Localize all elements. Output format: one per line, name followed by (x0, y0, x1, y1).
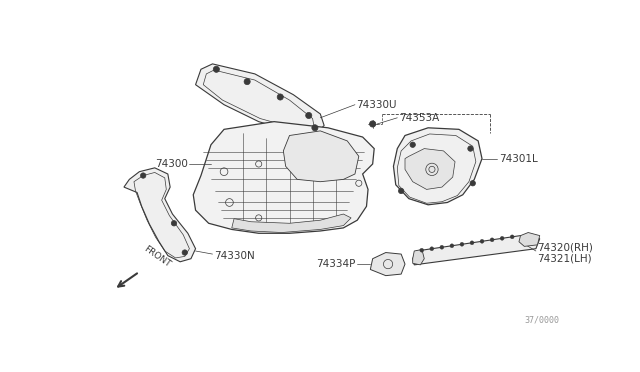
Circle shape (480, 239, 484, 243)
Circle shape (420, 248, 424, 252)
Circle shape (172, 221, 177, 226)
Text: 37/0000: 37/0000 (524, 316, 559, 325)
Polygon shape (371, 253, 405, 276)
Text: 74300: 74300 (155, 159, 188, 169)
Text: FRONT: FRONT (141, 245, 172, 269)
Polygon shape (413, 235, 540, 265)
Circle shape (213, 66, 220, 73)
Polygon shape (519, 232, 540, 246)
Text: 74330U: 74330U (356, 100, 397, 110)
Text: 74320(RH): 74320(RH) (538, 242, 593, 252)
Polygon shape (394, 128, 482, 205)
Circle shape (182, 250, 188, 255)
Circle shape (141, 173, 146, 178)
Circle shape (470, 241, 474, 245)
Polygon shape (193, 122, 374, 233)
Circle shape (430, 247, 434, 251)
Circle shape (312, 125, 318, 131)
Circle shape (510, 235, 514, 239)
Text: 74330N: 74330N (214, 251, 255, 262)
Circle shape (306, 112, 312, 119)
Circle shape (490, 238, 494, 242)
Polygon shape (413, 250, 424, 265)
Circle shape (399, 188, 404, 194)
Text: 74334P: 74334P (316, 259, 356, 269)
Text: 74353A: 74353A (399, 113, 439, 123)
Circle shape (500, 236, 504, 240)
Text: 74301L: 74301L (499, 154, 538, 164)
Circle shape (277, 94, 284, 100)
Circle shape (450, 244, 454, 248)
Circle shape (470, 180, 476, 186)
Polygon shape (124, 168, 196, 262)
Polygon shape (284, 131, 359, 182)
Text: 74321(LH): 74321(LH) (538, 254, 592, 264)
Polygon shape (196, 64, 324, 135)
Circle shape (460, 242, 464, 246)
Circle shape (244, 78, 250, 85)
Circle shape (468, 146, 473, 151)
Circle shape (440, 245, 444, 249)
Circle shape (410, 142, 415, 147)
Polygon shape (405, 148, 455, 189)
Circle shape (369, 121, 376, 127)
Polygon shape (232, 214, 351, 232)
